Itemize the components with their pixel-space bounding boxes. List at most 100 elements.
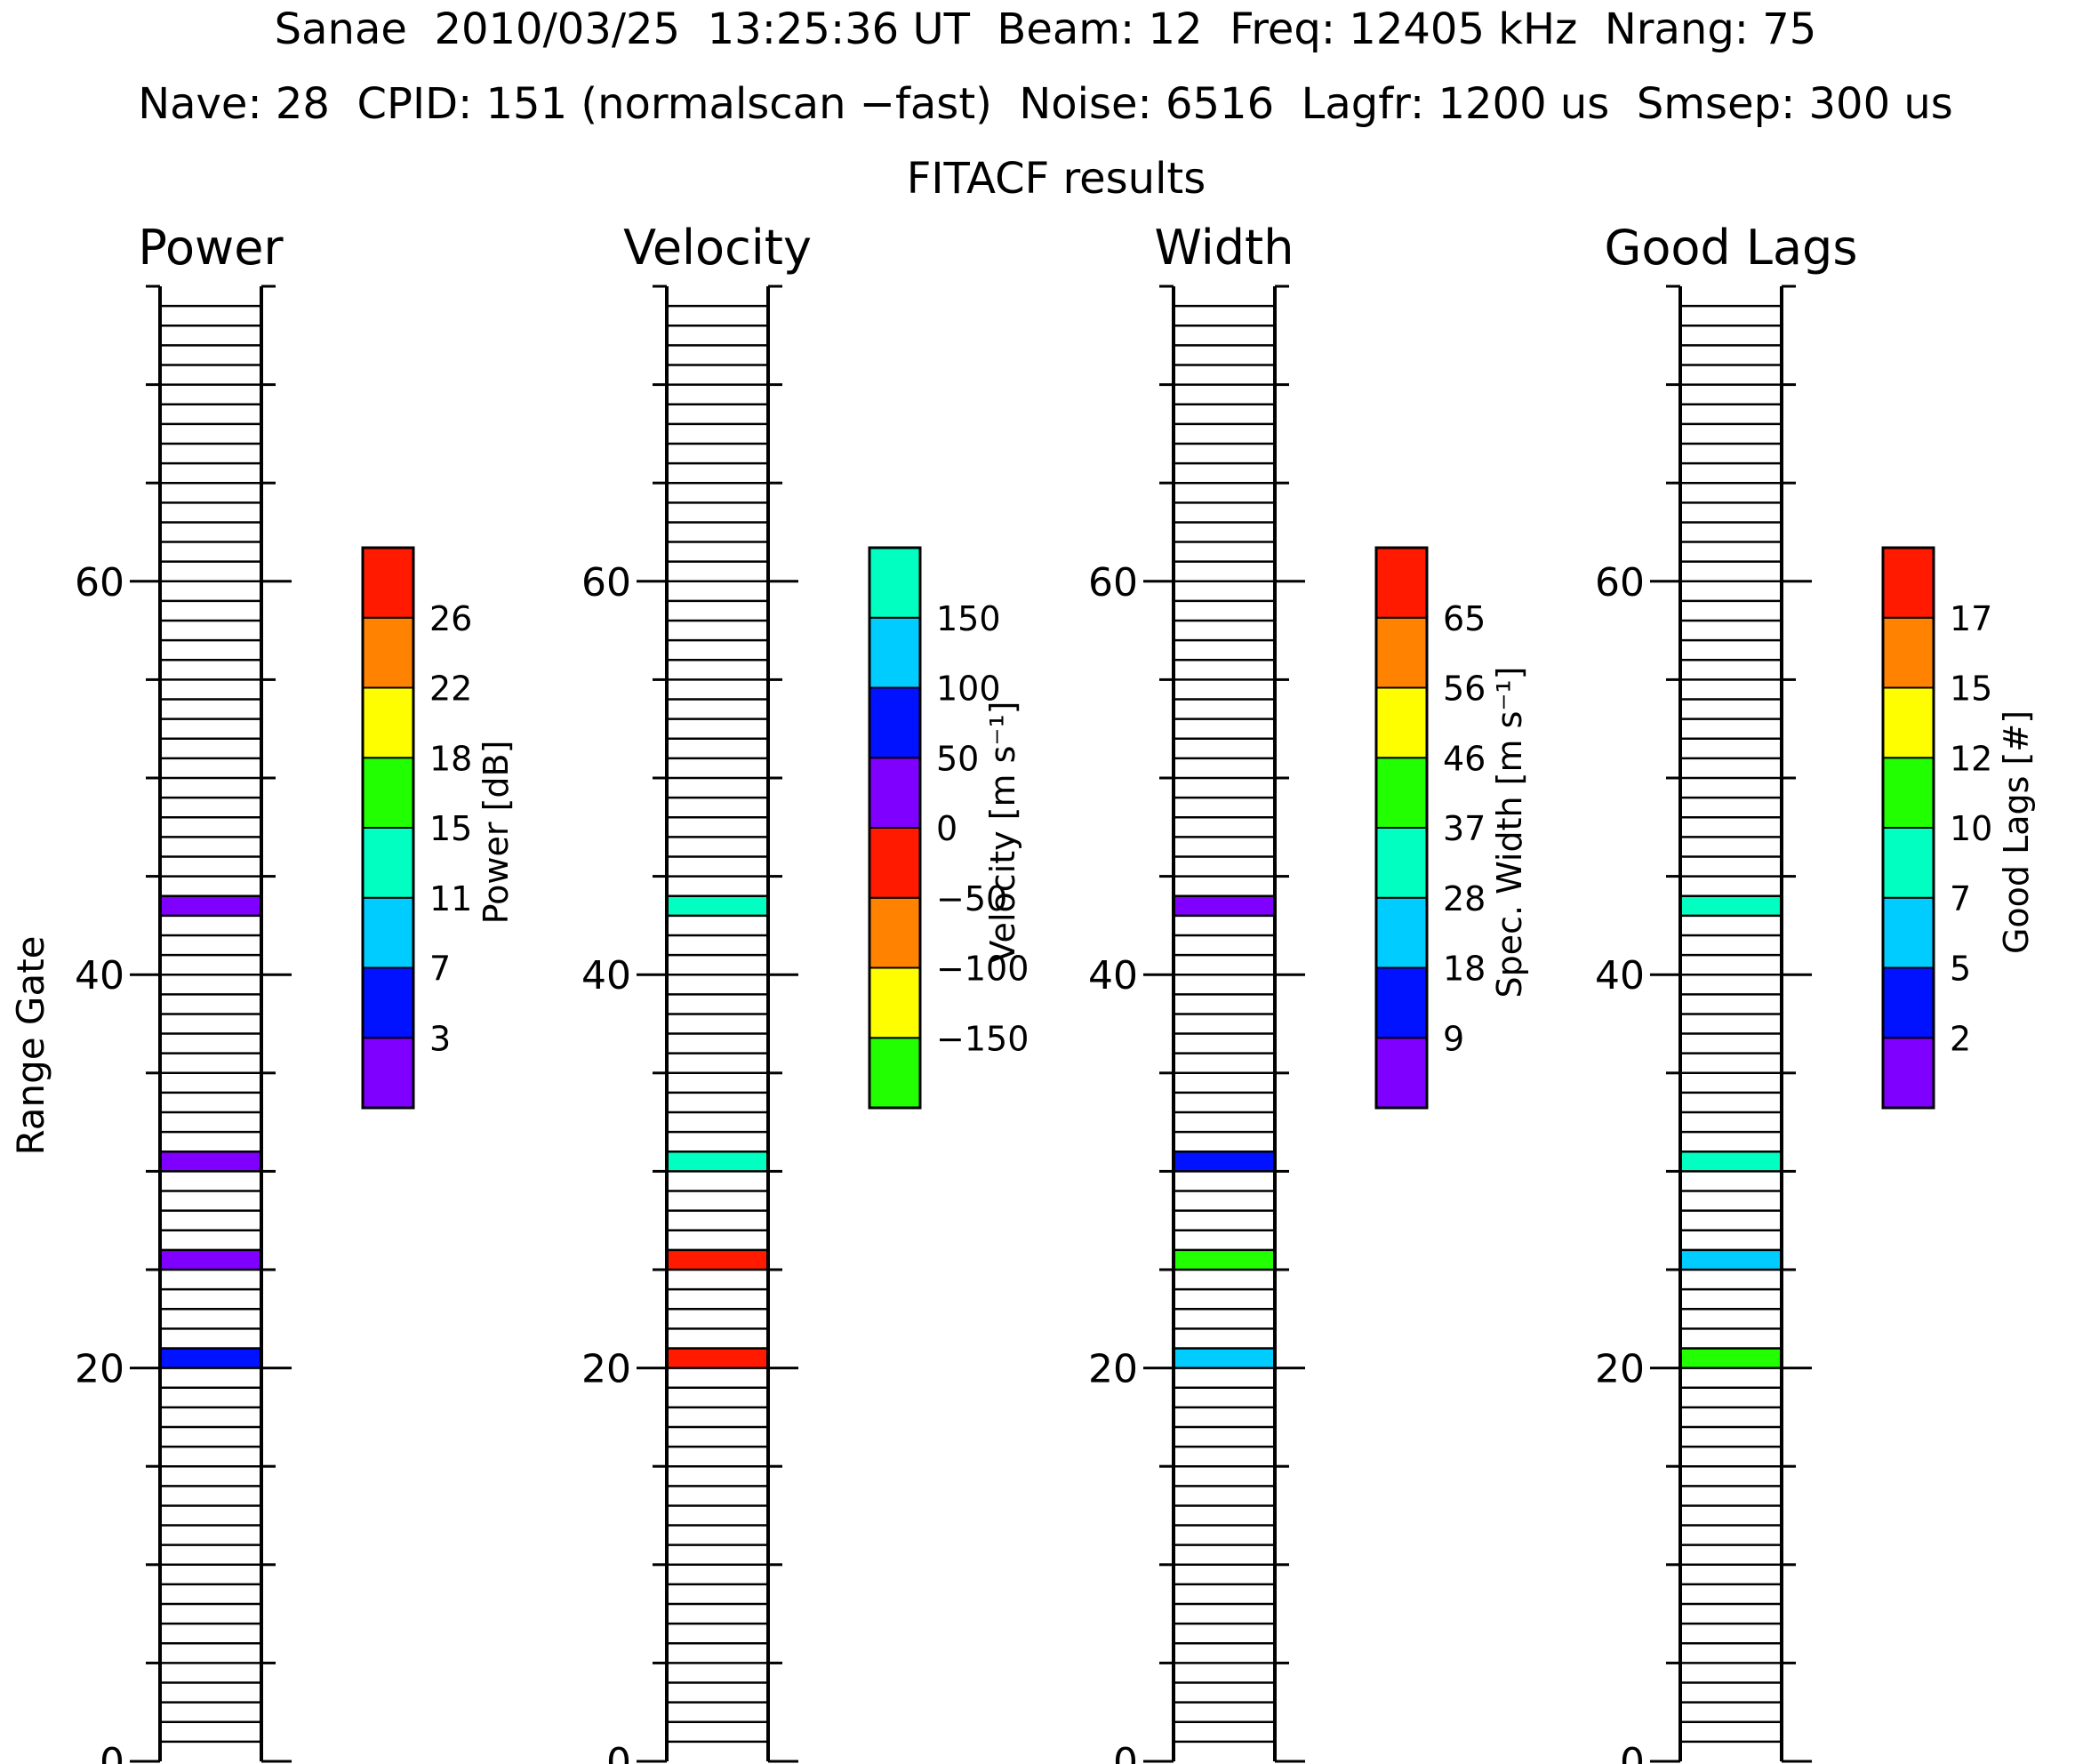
range-gate-cell (1680, 1348, 1782, 1368)
y-axis-label: Range Gate (9, 935, 52, 1155)
panel-power: Power 0 20 40 60 3 7 11 15 18 22 26 Power [dB] (75, 220, 516, 1764)
colorbar-tick-label: 5 (1950, 950, 1971, 989)
colorbar-frame (1374, 546, 1429, 1110)
colorbar-segment (1882, 616, 1935, 689)
colorbar-segment (1882, 757, 1935, 829)
colorbar-segment (362, 686, 414, 759)
panel-velocity: Velocity 0 20 40 60 −150 −100 −50 0 50 100 150 Veloc… (581, 220, 1029, 1764)
range-gate-cell (1174, 1249, 1275, 1270)
colorbar-label: Velocity [m s⁻¹] (983, 702, 1022, 964)
colorbar-segment (1882, 1037, 1935, 1109)
range-gate-cell (1174, 1151, 1275, 1172)
panel-good-lags: Good Lags 0 20 40 60 2 5 7 10 12 15 17 Good Lags [#] (1595, 220, 2036, 1764)
colorbar-tick-label: 46 (1443, 739, 1486, 778)
y-tick-label: 40 (75, 953, 124, 998)
colorbar-tick-label: 2 (1950, 1019, 1971, 1058)
y-tick-label: 60 (581, 560, 631, 605)
range-gate-cell (667, 1249, 768, 1270)
colorbar-segment (1375, 827, 1428, 899)
colorbar-segment (362, 827, 414, 899)
colorbar-tick-label: 7 (1950, 879, 1971, 918)
colorbar-tick-label: −100 (936, 950, 1029, 989)
colorbar-segment (362, 966, 414, 1039)
y-tick-label: 20 (1088, 1347, 1138, 1392)
header-line-2: Nave: 28 CPID: 151 (normalscan −fast) No… (138, 79, 1953, 129)
colorbar-frame (1881, 546, 1935, 1110)
colorbar-tick-label: 22 (429, 670, 472, 709)
colorbar-tick-label: 17 (1950, 599, 1992, 638)
colorbar-tick-label: 26 (429, 599, 472, 638)
colorbar-segment (869, 616, 921, 689)
colorbar-segment (869, 547, 921, 619)
range-gate-cell (1680, 1151, 1782, 1172)
colorbar-label: Spec. Width [m s⁻¹] (1490, 667, 1529, 998)
colorbar-tick-label: 100 (936, 670, 1001, 709)
y-tick-label: 60 (1088, 560, 1138, 605)
colorbar-tick-label: 37 (1443, 809, 1486, 848)
colorbar-label: Good Lags [#] (1997, 710, 2036, 954)
colorbar-segment (1882, 827, 1935, 899)
y-tick-label: 0 (1113, 1740, 1138, 1764)
colorbar-segment (1882, 547, 1935, 619)
y-tick-label: 40 (1088, 953, 1138, 998)
colorbar-segment (362, 547, 414, 619)
colorbar-tick-label: −50 (936, 879, 1007, 918)
colorbar-tick-label: 7 (429, 950, 451, 989)
colorbar-segment (1375, 686, 1428, 759)
y-tick-label: 0 (1620, 1740, 1645, 1764)
colorbar-tick-label: 10 (1950, 809, 1992, 848)
y-tick-label: 40 (581, 953, 631, 998)
colorbar-frame (868, 546, 922, 1110)
colorbar-segment (362, 1037, 414, 1109)
colorbar-segment (869, 966, 921, 1039)
y-tick-label: 60 (1595, 560, 1645, 605)
colorbar-tick-label: 18 (429, 739, 472, 778)
panel-title: Good Lags (1605, 220, 1858, 276)
y-tick-label: 20 (581, 1347, 631, 1392)
colorbar-tick-label: 3 (429, 1019, 451, 1058)
colorbar-tick-label: 150 (936, 599, 1001, 638)
colorbar-segment (1375, 1037, 1428, 1109)
colorbar-segment (1375, 547, 1428, 619)
colorbar-tick-label: 12 (1950, 739, 1992, 778)
range-gate-cell (1174, 895, 1275, 916)
colorbar-tick-label: 0 (936, 809, 957, 848)
colorbar-segment (362, 757, 414, 829)
colorbar-tick-label: 11 (429, 879, 472, 918)
colorbar-frame (361, 546, 415, 1110)
y-tick-label: 0 (606, 1740, 631, 1764)
colorbar-tick-label: 28 (1443, 879, 1486, 918)
colorbar-tick-label: −150 (936, 1019, 1029, 1058)
colorbar-segment (362, 896, 414, 969)
colorbar-tick-label: 9 (1443, 1019, 1464, 1058)
range-gate-cell (1174, 1348, 1275, 1368)
colorbar-segment (1375, 757, 1428, 829)
range-gate-cell (160, 1348, 261, 1368)
colorbar-tick-label: 56 (1443, 670, 1486, 709)
y-tick-label: 40 (1595, 953, 1645, 998)
panel-title: Power (138, 220, 284, 276)
y-tick-label: 0 (100, 1740, 124, 1764)
range-gate-cell (1680, 1249, 1782, 1270)
panel-title: Velocity (623, 220, 812, 276)
y-tick-label: 20 (75, 1347, 124, 1392)
colorbar-segment (1882, 896, 1935, 969)
colorbar-tick-label: 65 (1443, 599, 1486, 638)
range-gate-cell (667, 1348, 768, 1368)
header-line-3: FITACF results (907, 154, 1206, 204)
colorbar-segment (1375, 896, 1428, 969)
colorbar-segment (869, 1037, 921, 1109)
range-gate-cell (160, 1249, 261, 1270)
colorbar-tick-label: 15 (1950, 670, 1992, 709)
range-gate-cell (667, 895, 768, 916)
colorbar-segment (1882, 966, 1935, 1039)
colorbar-label: Power [dB] (477, 741, 516, 925)
range-gate-cell (1680, 895, 1782, 916)
colorbar-segment (869, 757, 921, 829)
colorbar-segment (1375, 966, 1428, 1039)
colorbar-segment (362, 616, 414, 689)
panel-title: Width (1155, 220, 1294, 276)
